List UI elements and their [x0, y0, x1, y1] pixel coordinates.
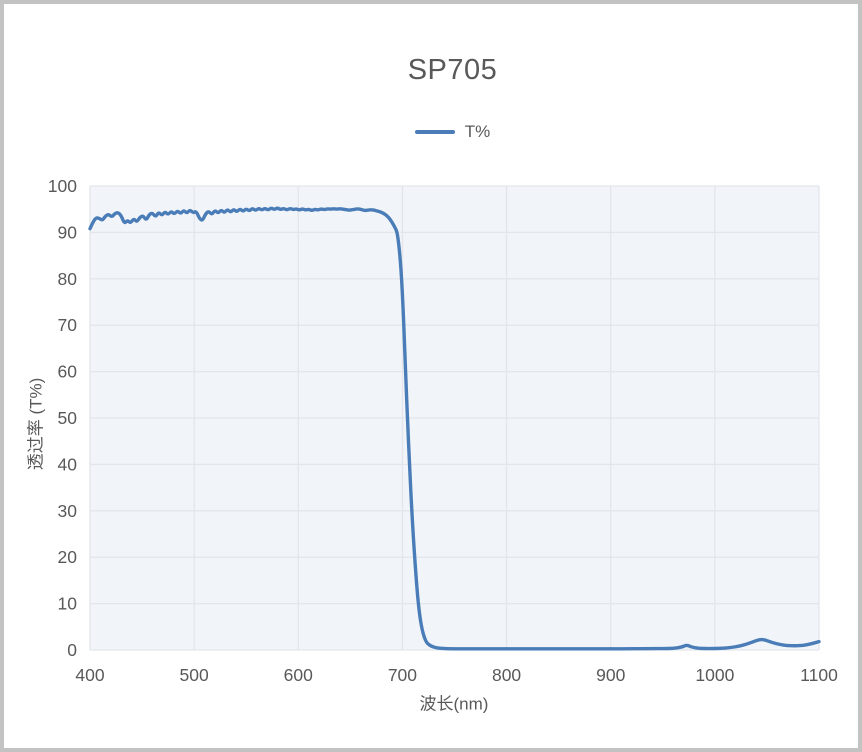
svg-text:50: 50 [58, 408, 78, 428]
svg-text:600: 600 [284, 665, 313, 685]
gridlines [89, 185, 820, 651]
svg-text:20: 20 [58, 547, 78, 567]
svg-text:30: 30 [58, 501, 78, 521]
svg-text:400: 400 [75, 665, 104, 685]
svg-text:800: 800 [492, 665, 521, 685]
svg-text:1100: 1100 [800, 665, 838, 685]
x-axis-tick-labels: 400 500 600 700 800 900 1000 1100 [75, 665, 838, 685]
svg-text:100: 100 [48, 176, 77, 196]
chart-title: SP705 [407, 54, 498, 86]
svg-text:1000: 1000 [695, 665, 734, 685]
plot-area: 0 10 20 30 40 50 60 70 80 90 100 400 500 600 700 800 900… [48, 176, 838, 685]
legend: T% [90, 122, 815, 142]
svg-text:700: 700 [388, 665, 417, 685]
svg-text:0: 0 [67, 640, 77, 660]
svg-text:500: 500 [180, 665, 209, 685]
legend-label: T% [464, 122, 491, 141]
y-axis-title: 透过率 (T%) [26, 377, 46, 471]
legend-item-t-percent[interactable]: T% [414, 122, 491, 142]
y-axis-tick-labels: 0 10 20 30 40 50 60 70 80 90 100 [48, 176, 77, 660]
svg-text:70: 70 [58, 315, 78, 335]
svg-text:10: 10 [58, 594, 78, 614]
legend-line-swatch [414, 130, 455, 134]
svg-text:90: 90 [58, 222, 78, 242]
svg-text:40: 40 [58, 454, 78, 474]
series-line-t-percent [88, 206, 821, 651]
svg-text:60: 60 [58, 362, 78, 382]
x-axis-title: 波长(nm) [419, 694, 489, 714]
svg-text:900: 900 [596, 665, 625, 685]
svg-text:80: 80 [58, 269, 78, 289]
